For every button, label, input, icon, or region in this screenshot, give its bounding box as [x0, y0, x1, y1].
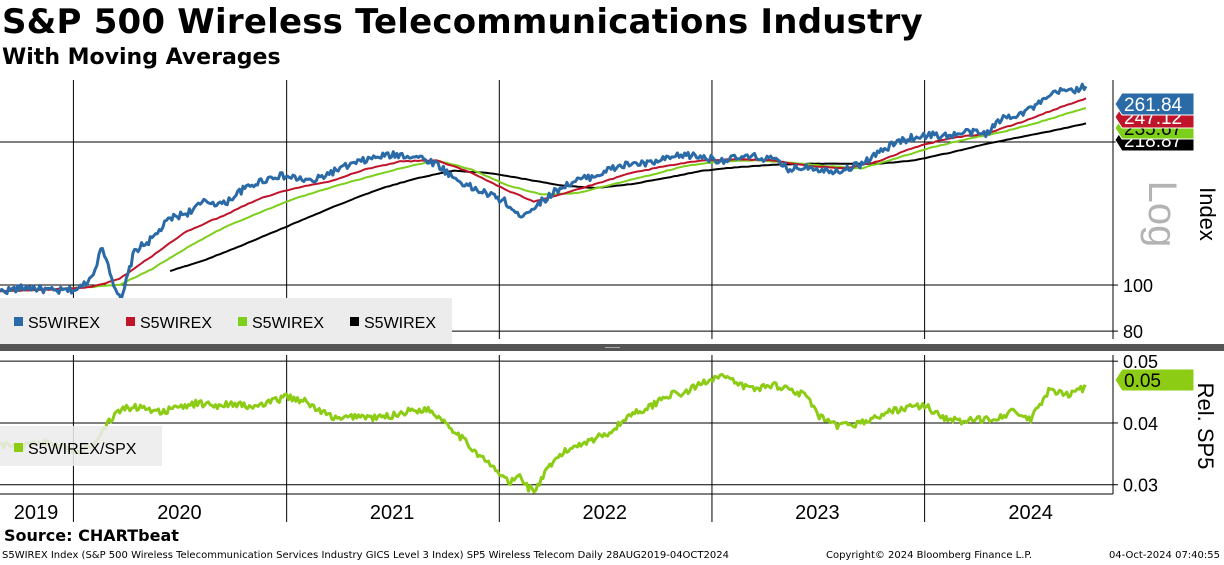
- legend-swatch-price: [14, 317, 23, 326]
- upper-y-axis-label: Index: [1195, 187, 1220, 241]
- legend-label-ma-green: S5WIREX: [252, 315, 324, 332]
- lower-y-ticks: 0.05 0.04 0.03: [1113, 352, 1158, 496]
- x-tick-label: 2022: [583, 502, 628, 524]
- legend-swatch-ratio: [14, 443, 23, 452]
- lower-y-axis-label: Rel. SP5: [1193, 383, 1218, 470]
- upper-panel-background: [0, 80, 1113, 339]
- chart-subtitle: With Moving Averages: [2, 45, 281, 70]
- lower-grid: [0, 360, 1113, 486]
- value-tag-ratio-shape: [1114, 368, 1195, 392]
- series-line-ratio: [0, 372, 1087, 494]
- x-tick-labels: 2019 2020 2021 2022 2023 2024: [14, 502, 1053, 524]
- value-tag-price-text: 261.84: [1124, 95, 1183, 116]
- lower-tick-label: 0.03: [1123, 476, 1158, 496]
- x-tick-label: 2021: [370, 502, 415, 524]
- legend-swatch-ma-red: [126, 317, 135, 326]
- legend-label-ma-black: S5WIREX: [364, 315, 436, 332]
- footer-description: S5WIREX Index (S&P 500 Wireless Telecomm…: [2, 550, 729, 561]
- x-tick-label: 2019: [14, 502, 59, 524]
- x-tick-label: 2023: [795, 502, 840, 524]
- x-tick-label: 2020: [157, 502, 202, 524]
- series-line-ma-black: [169, 122, 1087, 273]
- value-tag-ratio: 0.05: [1114, 368, 1195, 392]
- lower-tick-label: 0.05: [1123, 352, 1158, 372]
- upper-tick-label: 80: [1123, 322, 1143, 342]
- legend-swatch-ma-green: [238, 317, 247, 326]
- legend-swatch-ma-black: [350, 317, 359, 326]
- upper-legend: S5WIREX S5WIREX S5WIREX S5WIREX: [0, 298, 452, 344]
- footer-copyright: Copyright© 2024 Bloomberg Finance L.P.: [826, 550, 1033, 561]
- series-line-ma-green: [0, 107, 1087, 293]
- series-line-price: [0, 82, 1088, 301]
- lower-series-group: [0, 372, 1087, 494]
- lower-value-tags: 0.05: [1114, 368, 1195, 392]
- legend-label-price: S5WIREX: [28, 315, 100, 332]
- lower-legend-box: [0, 426, 162, 466]
- legend-label-ma-red: S5WIREX: [140, 315, 212, 332]
- lower-legend: S5WIREX/SPX: [0, 426, 162, 466]
- value-tag-price-shape: [1114, 92, 1195, 116]
- upper-tick-label: 100: [1123, 276, 1153, 296]
- upper-series-group: [0, 82, 1088, 301]
- x-tick-label: 2024: [1008, 502, 1053, 524]
- upper-legend-box: [0, 298, 452, 344]
- lower-tick-label: 0.04: [1123, 414, 1158, 434]
- footer-timestamp: 04-Oct-2024 07:40:55: [1108, 550, 1220, 561]
- value-tag-price: 261.84: [1114, 92, 1195, 116]
- log-scale-label: Log: [1140, 181, 1184, 248]
- value-tag-ratio-text: 0.05: [1124, 371, 1161, 392]
- chart-title: S&P 500 Wireless Telecommunications Indu…: [2, 2, 923, 42]
- source-note: Source: CHARTbeat: [4, 526, 179, 545]
- legend-label-ratio: S5WIREX/SPX: [28, 441, 137, 458]
